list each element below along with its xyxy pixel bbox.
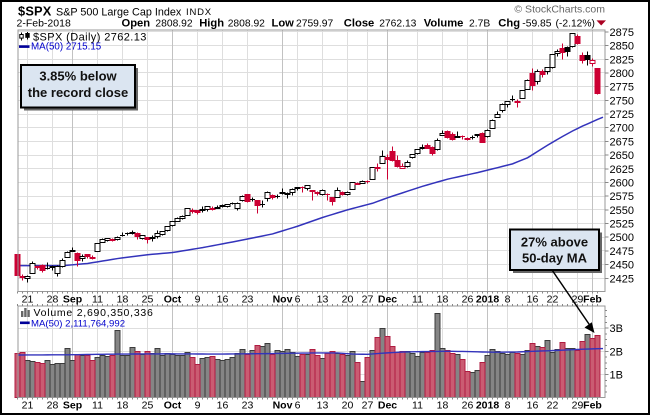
svg-text:Oct: Oct — [164, 400, 182, 412]
svg-text:2808.92: 2808.92 — [155, 18, 192, 29]
svg-text:Dec: Dec — [378, 400, 397, 412]
svg-text:Low: Low — [272, 17, 295, 29]
svg-text:20: 20 — [342, 294, 354, 306]
svg-text:29: 29 — [572, 294, 584, 306]
svg-text:26: 26 — [462, 400, 474, 412]
svg-text:Nov: Nov — [273, 294, 293, 306]
svg-text:11: 11 — [92, 294, 103, 306]
svg-text:2575: 2575 — [610, 191, 634, 203]
svg-text:2450: 2450 — [610, 260, 634, 272]
svg-text:21: 21 — [22, 294, 34, 306]
svg-text:INDX: INDX — [186, 7, 212, 18]
svg-text:25: 25 — [142, 400, 154, 412]
svg-text:16: 16 — [217, 294, 229, 306]
svg-text:Dec: Dec — [378, 294, 397, 306]
svg-text:27% above: 27% above — [521, 234, 588, 249]
svg-text:2675: 2675 — [610, 136, 634, 148]
svg-text:8: 8 — [505, 400, 511, 412]
svg-text:9: 9 — [195, 400, 201, 412]
svg-text:MA(50) 2715.15: MA(50) 2715.15 — [31, 42, 102, 53]
svg-text:9: 9 — [195, 294, 201, 306]
svg-text:27: 27 — [362, 400, 374, 412]
svg-text:18: 18 — [437, 400, 449, 412]
svg-text:1B: 1B — [610, 370, 623, 382]
svg-text:2475: 2475 — [610, 246, 634, 258]
svg-text:2B: 2B — [610, 346, 623, 358]
svg-text:29: 29 — [572, 400, 584, 412]
svg-text:Feb: Feb — [583, 400, 602, 412]
svg-text:28: 28 — [47, 400, 59, 412]
svg-text:Open: Open — [122, 17, 151, 29]
svg-text:2018: 2018 — [476, 294, 500, 306]
svg-text:2762.13: 2762.13 — [379, 18, 416, 29]
svg-text:23: 23 — [242, 400, 254, 412]
svg-text:3.85% below: 3.85% below — [39, 69, 117, 84]
svg-text:Sep: Sep — [63, 294, 82, 306]
svg-text:16: 16 — [527, 400, 539, 412]
svg-text:-59.85: -59.85 — [522, 18, 551, 29]
svg-text:26: 26 — [462, 294, 474, 306]
svg-text:22: 22 — [547, 294, 559, 306]
svg-text:18: 18 — [117, 400, 129, 412]
svg-text:6: 6 — [295, 294, 301, 306]
svg-text:11: 11 — [92, 400, 103, 412]
svg-text:MA(50) 2,111,764,992: MA(50) 2,111,764,992 — [31, 318, 125, 329]
svg-text:Close: Close — [344, 17, 374, 29]
svg-text:2725: 2725 — [610, 109, 634, 121]
svg-text:2550: 2550 — [610, 205, 634, 217]
svg-text:13: 13 — [317, 294, 329, 306]
svg-text:Nov: Nov — [273, 400, 293, 412]
svg-text:8: 8 — [505, 294, 511, 306]
svg-text:2800: 2800 — [610, 68, 634, 80]
svg-text:11: 11 — [412, 294, 423, 306]
svg-text:$SPX (Daily) 2762.13: $SPX (Daily) 2762.13 — [33, 31, 147, 43]
svg-text:Oct: Oct — [164, 294, 182, 306]
svg-text:2700: 2700 — [610, 123, 634, 135]
svg-text:2425: 2425 — [610, 273, 634, 285]
svg-text:13: 13 — [317, 400, 329, 412]
svg-text:$SPX: $SPX — [18, 4, 52, 19]
svg-text:28: 28 — [47, 294, 59, 306]
svg-text:High: High — [199, 17, 224, 29]
svg-text:2625: 2625 — [610, 164, 634, 176]
svg-text:Sep: Sep — [63, 400, 82, 412]
svg-text:3B: 3B — [610, 323, 623, 335]
svg-text:20: 20 — [342, 400, 354, 412]
svg-text:16: 16 — [217, 400, 229, 412]
svg-text:2808.92: 2808.92 — [228, 18, 265, 29]
svg-text:2500: 2500 — [610, 232, 634, 244]
svg-text:2875: 2875 — [610, 27, 634, 39]
svg-text:25: 25 — [142, 294, 154, 306]
svg-text:21: 21 — [22, 400, 34, 412]
svg-text:2-Feb-2018: 2-Feb-2018 — [17, 18, 71, 30]
svg-text:Volume 2,690,350,336: Volume 2,690,350,336 — [34, 307, 154, 319]
svg-text:22: 22 — [547, 400, 559, 412]
svg-text:18: 18 — [117, 294, 129, 306]
svg-text:16: 16 — [527, 294, 539, 306]
svg-text:18: 18 — [437, 294, 449, 306]
svg-text:Feb: Feb — [583, 294, 602, 306]
svg-text:23: 23 — [242, 294, 254, 306]
svg-text:the record close: the record close — [28, 85, 128, 100]
svg-text:(-2.12%): (-2.12%) — [556, 18, 595, 29]
svg-text:2759.97: 2759.97 — [296, 18, 333, 29]
svg-text:27: 27 — [362, 294, 374, 306]
svg-text:2825: 2825 — [610, 54, 634, 66]
svg-text:© StockCharts.com: © StockCharts.com — [514, 4, 605, 16]
svg-text:2775: 2775 — [610, 82, 634, 94]
svg-text:50-day MA: 50-day MA — [522, 251, 588, 266]
svg-text:2850: 2850 — [610, 41, 634, 53]
svg-text:2.7B: 2.7B — [469, 18, 490, 29]
svg-text:S&P 500 Large Cap Index: S&P 500 Large Cap Index — [56, 7, 182, 19]
svg-text:Volume: Volume — [424, 17, 464, 29]
svg-text:6: 6 — [295, 400, 301, 412]
svg-text:2018: 2018 — [476, 400, 500, 412]
svg-text:2600: 2600 — [610, 178, 634, 190]
svg-text:2650: 2650 — [610, 150, 634, 162]
svg-text:2750: 2750 — [610, 95, 634, 107]
svg-text:Chg: Chg — [498, 17, 520, 29]
svg-text:11: 11 — [412, 400, 423, 412]
svg-text:2525: 2525 — [610, 219, 634, 231]
